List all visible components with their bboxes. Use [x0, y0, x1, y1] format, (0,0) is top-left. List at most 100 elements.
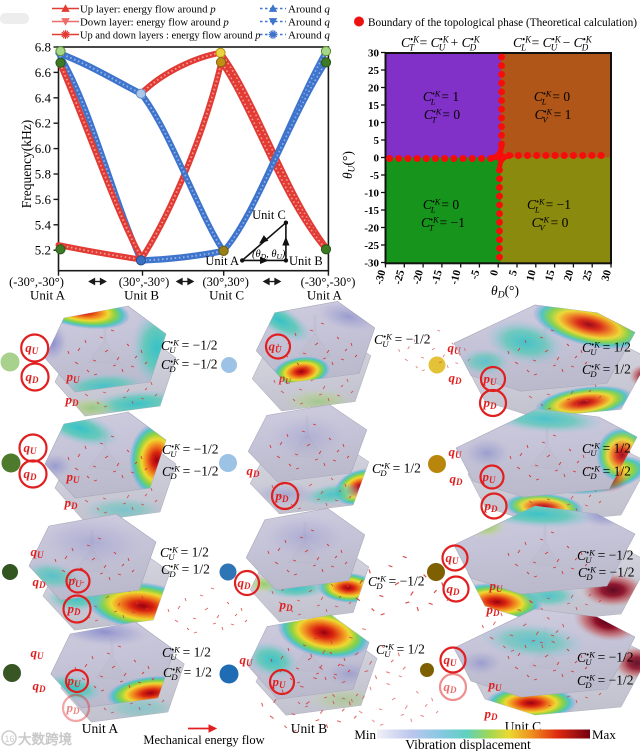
svg-text:qD: qD [450, 471, 464, 487]
svg-text:θD(°): θD(°) [491, 283, 519, 301]
svg-text:Max: Max [592, 727, 616, 742]
svg-text:25: 25 [581, 268, 596, 282]
svg-text:0: 0 [374, 153, 380, 165]
svg-text:大数跨境: 大数跨境 [18, 731, 72, 747]
svg-text:C•KD= 1/2: C•K D = 1/2 [372, 461, 421, 479]
svg-text:qD: qD [238, 575, 252, 591]
svg-text:C•KT= −1: C•K T = −1 [421, 215, 465, 233]
svg-text:C•KD= −1/2: C•K D = −1/2 [578, 565, 634, 583]
svg-text:C•KU= 1/2: C•K U = 1/2 [582, 441, 631, 459]
svg-text:C•KU= 1/2: C•K U = 1/2 [582, 340, 631, 358]
svg-text:C•KL= 0: C•K L = 0 [423, 197, 460, 215]
svg-text:6.4: 6.4 [35, 90, 52, 105]
svg-text:Min: Min [354, 727, 376, 742]
svg-text:Around q: Around q [288, 4, 330, 16]
svg-text:30: 30 [599, 268, 614, 282]
svg-text:qD: qD [247, 463, 261, 479]
svg-text:C•KL= 0: C•K L = 0 [534, 89, 571, 107]
svg-text:Unit A: Unit A [30, 288, 66, 303]
svg-text:Unit B: Unit B [124, 288, 159, 303]
svg-text:C•KV= 1: C•K V = 1 [535, 107, 572, 125]
svg-text:C•KU= 1/2: C•K U = 1/2 [160, 545, 209, 563]
svg-text:6.8: 6.8 [35, 40, 51, 55]
svg-text:qU: qU [240, 652, 254, 668]
svg-text:qD: qD [24, 466, 38, 482]
svg-text:qD: qD [449, 370, 463, 386]
svg-text:-30: -30 [364, 258, 379, 270]
svg-text:C•KU= −1/2: C•K U = −1/2 [577, 548, 633, 566]
svg-text:C•KU= 1/2: C•K U = 1/2 [376, 642, 425, 660]
svg-text:C•KL= −1: C•K L = −1 [527, 197, 571, 215]
svg-text:Around q: Around q [288, 30, 330, 42]
svg-text:Down layer: energy flow around: Down layer: energy flow around p [80, 17, 229, 29]
svg-text:C•KU= 1/2: C•K U = 1/2 [162, 645, 211, 663]
svg-text:-15: -15 [364, 205, 379, 217]
svg-text:Unit C: Unit C [209, 288, 244, 303]
svg-text:-25: -25 [392, 268, 408, 286]
svg-text:Unit B: Unit B [289, 254, 323, 268]
svg-text:16: 16 [5, 734, 15, 744]
svg-text:30: 30 [368, 48, 380, 60]
svg-text:Unit A: Unit A [82, 721, 119, 736]
svg-text:Unit A: Unit A [205, 254, 239, 268]
svg-text:15: 15 [543, 268, 558, 282]
svg-text:qD: qD [444, 679, 458, 695]
svg-text:C•KV= 0: C•K V = 0 [532, 215, 569, 233]
svg-text:qD: qD [33, 678, 47, 694]
svg-text:Unit A: Unit A [307, 288, 343, 303]
svg-text:C•KD= 1/2: C•K D = 1/2 [582, 464, 631, 482]
svg-text:θU(°): θU(°) [340, 151, 358, 179]
svg-text:-10: -10 [364, 188, 379, 200]
svg-text:Unit B: Unit B [291, 721, 327, 736]
svg-text:qD: qD [447, 581, 461, 597]
svg-text:qU: qU [446, 550, 460, 566]
svg-text:25: 25 [368, 65, 380, 77]
svg-text:C•KD= −1/2: C•K D = −1/2 [162, 464, 218, 482]
svg-text:C•KD= −1/2: C•K D = −1/2 [161, 357, 217, 375]
svg-text:C•KD= 1/2: C•K D = 1/2 [163, 665, 212, 683]
svg-text:10: 10 [368, 118, 380, 130]
svg-text:15: 15 [368, 100, 380, 112]
svg-text:C•KL = C•KU − C•KD: C•K L = C•K U − C•K D [513, 35, 593, 53]
svg-text:6.0: 6.0 [35, 141, 51, 156]
svg-text:C•KT = C•KU + C•KD: C•K T = C•K U + C•K D [401, 35, 481, 53]
svg-text:5: 5 [374, 135, 380, 147]
svg-text:Frequency(kHz): Frequency(kHz) [19, 120, 34, 208]
svg-text:Up and down layers : energy fl: Up and down layers : energy flow around … [80, 31, 260, 42]
svg-text:C•KT= 0: C•K T = 0 [424, 107, 461, 125]
svg-text:C•KD= −1/2: C•K D = −1/2 [368, 574, 424, 592]
svg-text:0: 0 [488, 268, 501, 277]
svg-text:pD: pD [484, 706, 499, 722]
svg-text:5.2: 5.2 [35, 243, 51, 258]
svg-text:6.6: 6.6 [35, 65, 52, 80]
svg-text:qU: qU [31, 645, 45, 661]
svg-text:6.2: 6.2 [35, 116, 51, 131]
svg-text:10: 10 [524, 268, 539, 282]
svg-text:qU: qU [24, 440, 38, 456]
svg-text:qU: qU [444, 652, 458, 668]
svg-text:(-30°,-30°): (-30°,-30°) [9, 275, 64, 289]
svg-text:qU: qU [25, 340, 39, 356]
svg-text:5: 5 [507, 268, 520, 277]
svg-text:Vibration displacement: Vibration displacement [405, 737, 531, 751]
svg-text:Up layer: energy flow around p: Up layer: energy flow around p [80, 4, 216, 16]
svg-text:5.8: 5.8 [35, 167, 51, 182]
svg-text:C•KU= −1/2: C•K U = −1/2 [161, 338, 217, 356]
svg-text:C•KU= −1/2: C•K U = −1/2 [374, 332, 430, 350]
svg-text:C•KD= 1/2: C•K D = 1/2 [161, 562, 210, 580]
svg-text:(30°,30°): (30°,30°) [202, 275, 248, 289]
svg-text:-25: -25 [364, 240, 379, 252]
svg-text:-20: -20 [411, 268, 427, 286]
svg-text:20: 20 [562, 268, 577, 282]
svg-text:Mechanical energy flow: Mechanical energy flow [143, 733, 264, 747]
svg-text:(-30°,-30°): (-30°,-30°) [301, 275, 356, 289]
svg-text:C•KU= −1/2: C•K U = −1/2 [162, 442, 218, 460]
svg-text:(θD, θU): (θD, θU) [252, 249, 286, 261]
svg-text:C•KD= 1/2: C•K D = 1/2 [582, 362, 631, 380]
svg-text:C•KD= −1/2: C•K D = −1/2 [577, 673, 633, 691]
svg-text:(30°,-30°): (30°,-30°) [119, 275, 170, 289]
svg-text:C•KU= −1/2: C•K U = −1/2 [577, 650, 633, 668]
svg-text:-10: -10 [448, 268, 464, 286]
svg-text:-5: -5 [370, 170, 380, 182]
svg-text:Unit C: Unit C [252, 208, 286, 222]
